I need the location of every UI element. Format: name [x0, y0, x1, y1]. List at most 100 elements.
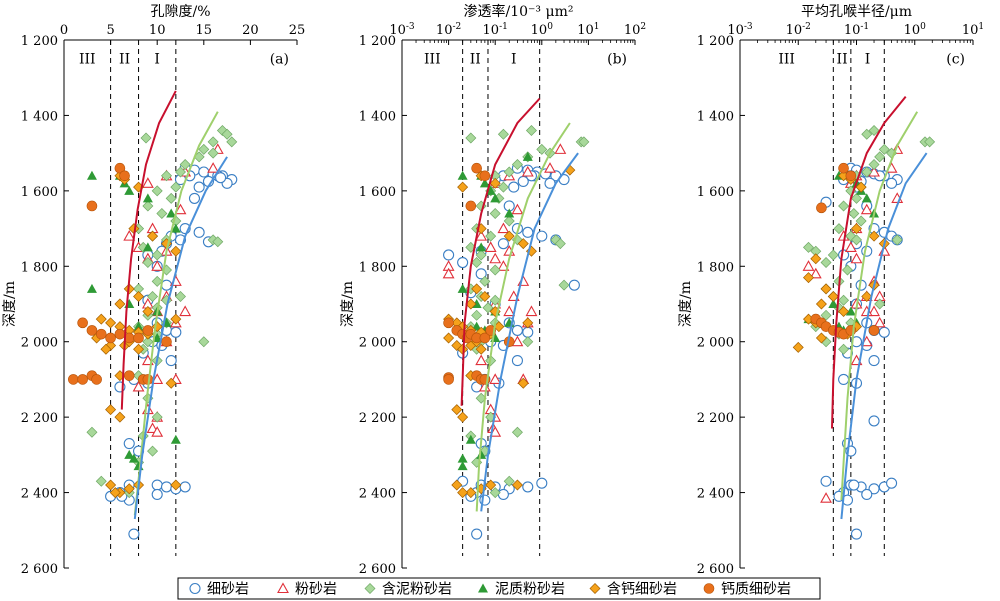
data-point — [851, 234, 862, 246]
data-point — [119, 170, 130, 182]
y-tick-label: 1 400 — [21, 109, 58, 124]
data-point — [160, 279, 173, 291]
data-point — [133, 290, 145, 302]
data-point — [522, 317, 534, 329]
y-tick-label: 2 000 — [359, 336, 396, 351]
legend-label: 泥质粉砂岩 — [495, 582, 565, 598]
y-tick-label: 1 800 — [697, 260, 734, 275]
legend-label: 粉砂岩 — [295, 582, 337, 598]
data-point — [503, 305, 516, 317]
data-point — [803, 241, 815, 253]
data-point — [100, 343, 112, 355]
data-point — [497, 222, 510, 234]
data-point — [471, 162, 482, 174]
data-point — [179, 305, 192, 317]
data-point — [179, 481, 191, 493]
x-tick-label: 100 — [904, 22, 927, 38]
data-point — [86, 200, 98, 212]
data-point — [861, 488, 873, 501]
data-point — [850, 528, 863, 540]
data-point — [193, 181, 205, 193]
data-point — [536, 143, 548, 155]
data-point — [482, 302, 494, 314]
x-tick-label: 10-3 — [727, 22, 753, 38]
data-point — [838, 294, 850, 306]
data-point — [142, 242, 153, 252]
data-point — [891, 234, 903, 246]
data-point — [820, 475, 832, 487]
data-point — [861, 193, 872, 203]
data-point — [123, 370, 135, 381]
data-point — [443, 317, 454, 329]
y-axis-title: 深度/m — [340, 281, 356, 327]
data-point — [170, 326, 182, 338]
data-point — [485, 230, 497, 242]
data-point — [809, 267, 822, 279]
data-point — [508, 181, 520, 193]
legend-entry: 细砂岩 — [189, 582, 249, 598]
series-钙质细砂岩 — [810, 162, 880, 340]
x-tick-label: 100 — [531, 22, 554, 38]
data-point — [226, 136, 238, 148]
data-point — [589, 583, 601, 594]
data-point — [212, 236, 224, 248]
data-point — [511, 335, 524, 347]
data-point — [479, 275, 491, 287]
x-axis-title: 孔隙度/% — [150, 4, 210, 20]
data-point — [554, 143, 567, 154]
x-tick-label: 102 — [624, 22, 646, 38]
data-point — [174, 203, 187, 215]
zone-label: II — [837, 51, 848, 67]
data-point — [475, 268, 487, 280]
data-point — [478, 583, 488, 593]
x-tick-label: 10-2 — [786, 22, 811, 38]
legend-entry: 钙质细砂岩 — [703, 582, 791, 598]
data-point — [873, 316, 886, 328]
y-tick-label: 2 400 — [21, 487, 58, 502]
data-point — [536, 230, 548, 242]
data-point — [536, 477, 548, 489]
data-point — [123, 437, 135, 450]
data-point — [451, 479, 463, 491]
data-point — [850, 252, 863, 264]
data-point — [511, 203, 524, 215]
data-point — [810, 253, 822, 265]
data-point — [868, 158, 880, 170]
data-point — [465, 200, 477, 212]
trend-line — [133, 156, 228, 520]
data-point — [848, 207, 860, 219]
data-point — [868, 415, 880, 427]
legend-entry: 泥质粉砂岩 — [478, 582, 565, 598]
y-tick-label: 2 400 — [359, 487, 396, 502]
data-point — [479, 332, 491, 344]
data-point — [198, 166, 210, 178]
data-point — [95, 328, 107, 340]
data-point — [179, 158, 191, 170]
data-point — [95, 313, 107, 325]
y-axis-title: 深度/m — [2, 281, 18, 327]
data-point — [86, 170, 97, 180]
y-tick-label: 1 800 — [359, 260, 396, 275]
data-point — [443, 374, 454, 385]
data-point — [475, 343, 487, 355]
data-point — [504, 208, 515, 218]
y-tick-label: 2 200 — [697, 411, 734, 426]
data-point — [364, 583, 376, 594]
data-point — [465, 487, 477, 499]
data-point — [465, 434, 476, 444]
data-point — [189, 582, 201, 595]
data-point — [151, 260, 164, 271]
data-point — [68, 374, 79, 385]
data-point — [878, 143, 890, 155]
y-tick-label: 1 200 — [21, 34, 58, 49]
data-point — [175, 290, 186, 302]
data-point — [133, 321, 144, 331]
data-point — [86, 426, 98, 438]
data-point — [489, 207, 501, 219]
data-point — [161, 336, 172, 348]
series-含钙细砂岩 — [443, 164, 576, 499]
zone-label: I — [865, 51, 871, 67]
data-point — [142, 257, 154, 269]
data-point — [475, 249, 487, 261]
x-tick-label: 0 — [60, 23, 68, 38]
